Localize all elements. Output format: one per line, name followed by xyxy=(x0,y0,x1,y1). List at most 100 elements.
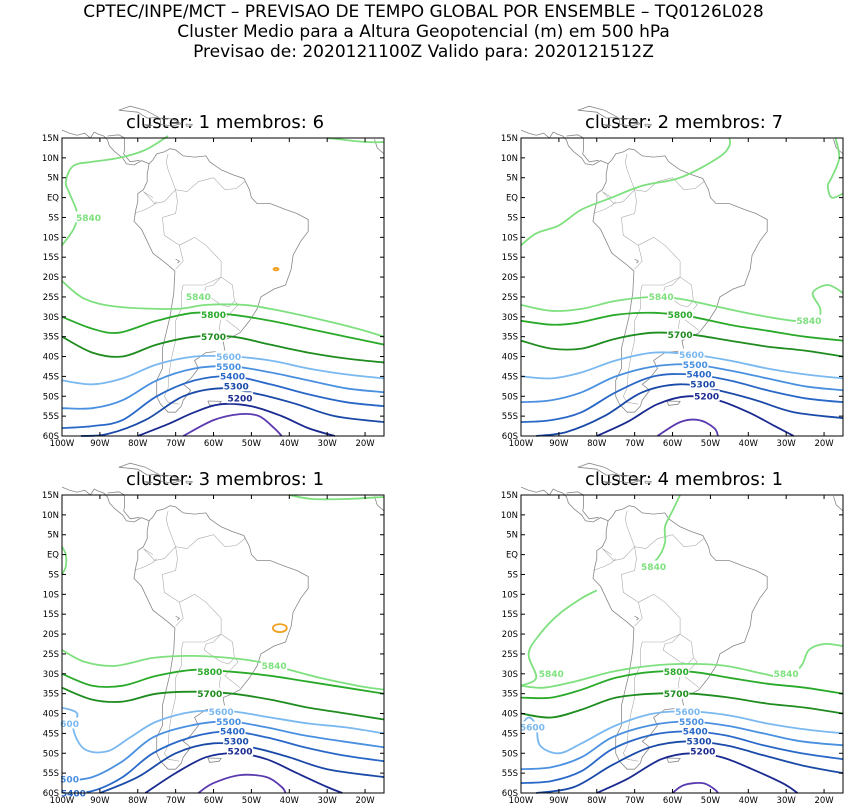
lat-tick-label: 35S xyxy=(43,333,59,343)
coastline-segment xyxy=(644,123,652,127)
contour-line xyxy=(536,383,844,437)
lon-tick-label: 20W xyxy=(355,796,375,806)
lat-tick-label: 35S xyxy=(43,690,59,700)
coastline-segment xyxy=(833,495,844,512)
lat-tick-label: EQ xyxy=(506,194,518,204)
contour-label-bg xyxy=(682,725,709,737)
contour-label: 5400 xyxy=(220,728,245,738)
map-frame xyxy=(61,137,385,437)
lat-tick-label: 30S xyxy=(43,313,59,323)
coastline-segment xyxy=(207,757,222,763)
contour-label-bg xyxy=(663,665,690,677)
contour-label-bg xyxy=(773,667,800,679)
country-border xyxy=(162,534,246,627)
coastline-segment xyxy=(566,134,599,163)
country-border xyxy=(602,510,635,561)
lat-tick-label: 30S xyxy=(502,313,518,323)
contour-label-bg xyxy=(640,560,667,572)
lat-tick-label: 60S xyxy=(43,789,59,799)
coastline-segment xyxy=(666,400,681,406)
lat-tick-label: 45S xyxy=(502,729,518,739)
contour-label-bg xyxy=(663,687,690,699)
contour-label: 5200 xyxy=(228,748,253,758)
lon-tick-label: 100W xyxy=(50,439,75,449)
contour-line xyxy=(197,773,287,794)
contour-label-bg xyxy=(693,390,720,402)
coastline-segment xyxy=(374,138,385,155)
contour-label-bg xyxy=(208,705,235,717)
lon-tick-label: 80W xyxy=(587,439,607,449)
contour-label: 5600 xyxy=(216,353,241,363)
contour-label-bg xyxy=(196,687,223,699)
lat-tick-label: 5N xyxy=(506,531,518,541)
coastlines xyxy=(520,462,844,770)
contour-line xyxy=(61,546,68,575)
latitude-axis: 15N 10N 5N EQ 5S 10S 15S 20S 25S 30S 35S 40S 45S 50S 5… xyxy=(42,491,384,799)
lat-tick-label: 15N xyxy=(42,134,59,144)
contour-label: 5840 xyxy=(649,293,674,303)
contour-label-bg xyxy=(685,368,713,380)
lat-tick-label: EQ xyxy=(47,551,59,561)
coastline-segment xyxy=(144,481,153,484)
contour-line xyxy=(61,365,385,410)
country-border xyxy=(592,201,616,214)
country-border xyxy=(621,534,705,627)
coastline-segment xyxy=(118,462,161,476)
contour-label: 5400 xyxy=(683,728,708,738)
contour-label: 5500 xyxy=(679,718,704,728)
lat-tick-label: 50S xyxy=(43,392,59,402)
lat-tick-label: 40S xyxy=(502,353,518,363)
coastline-segment xyxy=(634,258,640,264)
contour-label-bg xyxy=(223,735,250,747)
coastline-segment xyxy=(644,480,652,484)
lat-tick-label: 10N xyxy=(42,154,59,164)
country-border xyxy=(163,284,184,405)
contour-line xyxy=(61,354,385,386)
contour-label: 5600 xyxy=(679,351,704,361)
country-border xyxy=(179,593,241,688)
lon-tick-label: 80W xyxy=(128,796,148,806)
lon-tick-label: 70W xyxy=(625,439,645,449)
lat-tick-label: 50S xyxy=(502,392,518,402)
lat-tick-label: 45S xyxy=(43,372,59,382)
lon-tick-label: 60W xyxy=(663,796,683,806)
country-border xyxy=(592,558,616,571)
lon-tick-label: 70W xyxy=(166,439,186,449)
lon-tick-label: 100W xyxy=(509,439,534,449)
lon-tick-label: 60W xyxy=(204,439,224,449)
coastline-segment xyxy=(107,491,140,520)
contour-label: 5500 xyxy=(683,361,708,371)
contour-line xyxy=(144,752,343,794)
lat-tick-label: 5S xyxy=(48,570,59,580)
contour-line xyxy=(671,781,719,794)
lon-tick-label: 30W xyxy=(318,439,338,449)
contour-label: 5800 xyxy=(664,668,689,678)
country-border xyxy=(163,641,184,762)
lon-tick-label: 90W xyxy=(90,796,110,806)
contour-label-bg xyxy=(519,721,546,733)
contour-label: 5400 xyxy=(61,789,86,799)
contour-label: 5700 xyxy=(664,690,689,700)
lat-tick-label: 25S xyxy=(502,650,518,660)
contour-label-bg xyxy=(185,290,212,302)
contour-label: 5200 xyxy=(228,395,253,405)
lon-tick-label: 80W xyxy=(587,796,607,806)
contour-label: 5200 xyxy=(690,748,715,758)
contour-label-bg xyxy=(689,378,716,390)
contour-label-bg xyxy=(689,745,716,757)
lat-tick-label: 5N xyxy=(47,531,59,541)
coastline-segment xyxy=(603,124,612,127)
lon-tick-label: 90W xyxy=(549,439,569,449)
lat-tick-label: 20S xyxy=(502,273,518,283)
coastline-segment xyxy=(133,148,309,413)
lon-tick-label: 20W xyxy=(814,796,834,806)
contour-label-bg xyxy=(682,358,709,370)
lat-tick-label: 5N xyxy=(506,174,518,184)
lat-tick-label: 25S xyxy=(43,650,59,660)
lat-tick-label: 15N xyxy=(501,134,518,144)
lat-tick-label: 20S xyxy=(43,630,59,640)
country-border xyxy=(133,201,157,214)
contour-label: 5300 xyxy=(690,381,715,391)
contour-label-bg xyxy=(685,735,713,747)
lat-tick-label: 20S xyxy=(43,273,59,283)
